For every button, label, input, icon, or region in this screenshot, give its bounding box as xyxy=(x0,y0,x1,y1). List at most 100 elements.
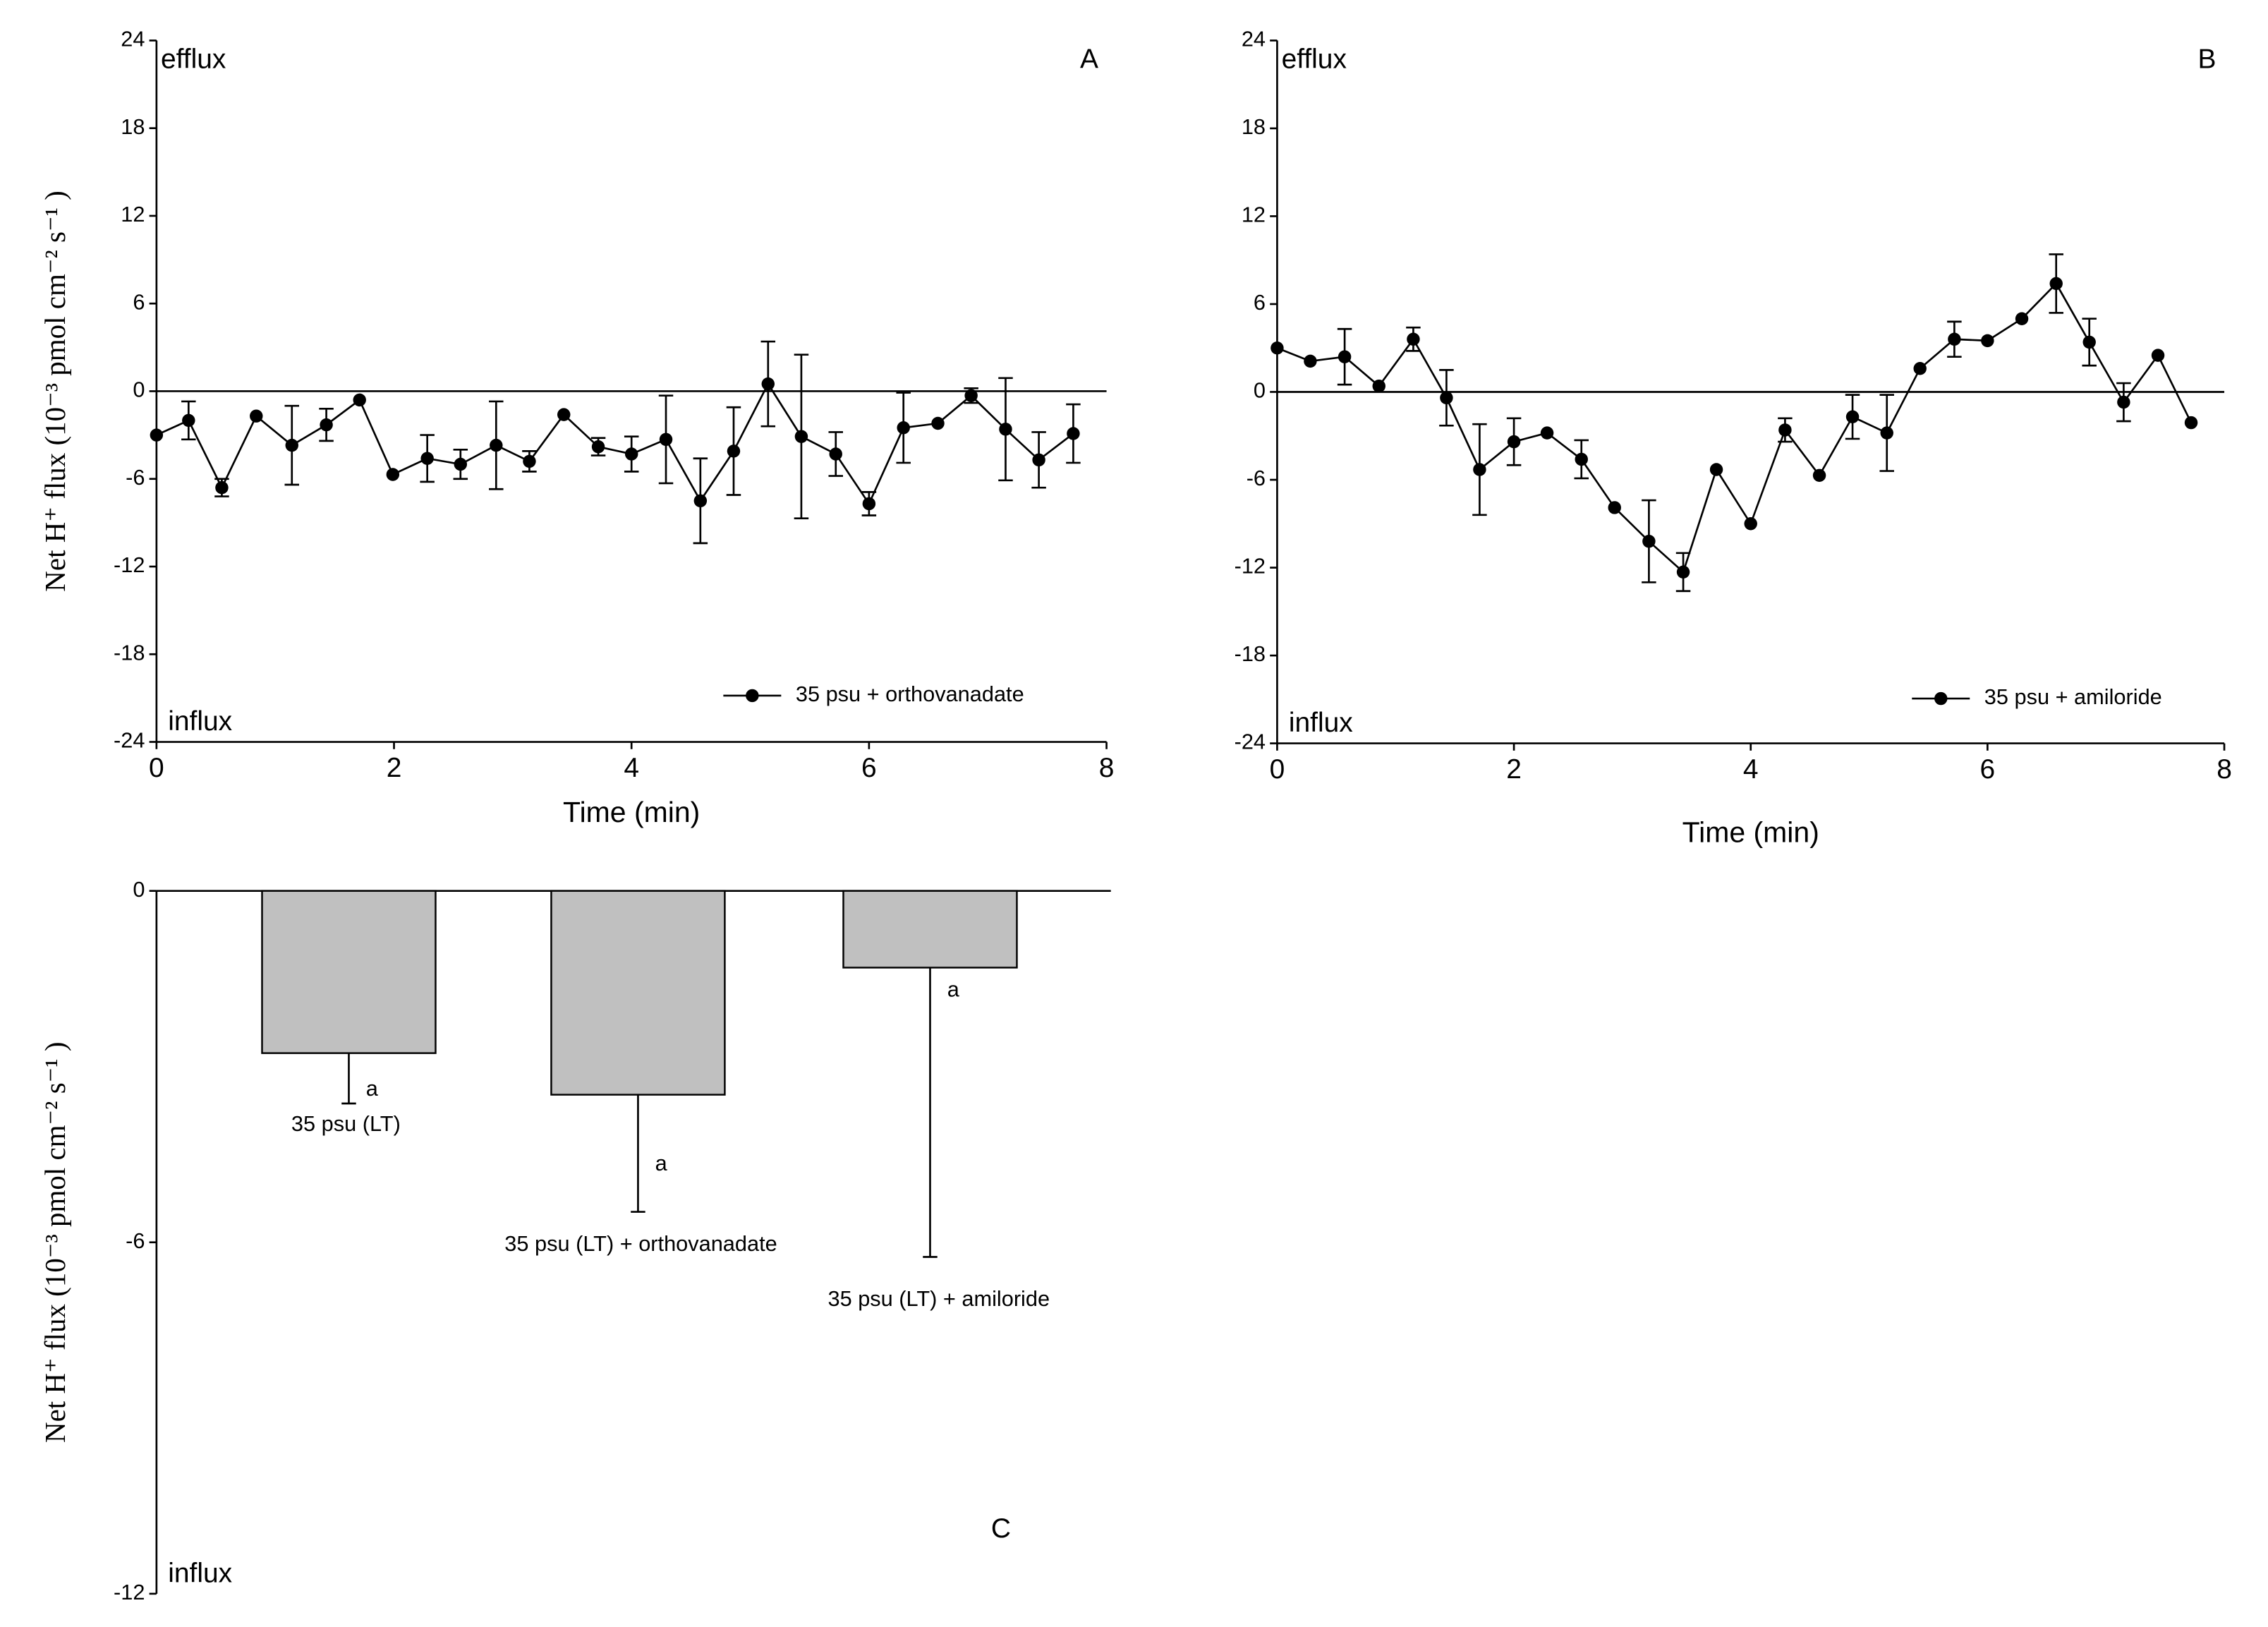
x-tick-label: 6 xyxy=(861,753,877,783)
annotation: efflux xyxy=(161,44,226,74)
data-point xyxy=(659,433,673,447)
data-point xyxy=(150,428,164,442)
y-axis-title: Net H⁺ flux (10⁻³ pmol cm⁻² s⁻¹ ) xyxy=(39,1042,71,1443)
legend-label: 35 psu + orthovanadate xyxy=(796,682,1024,706)
category-label: 35 psu (LT) + orthovanadate xyxy=(504,1231,777,1256)
annotation: influx xyxy=(168,1558,232,1588)
data-point xyxy=(1880,426,1893,440)
y-tick-label: 24 xyxy=(1242,27,1266,52)
data-point xyxy=(285,438,298,452)
panel-label: C xyxy=(991,1513,1011,1544)
data-point xyxy=(999,423,1012,436)
annotation: influx xyxy=(1289,708,1353,738)
data-point xyxy=(1778,423,1792,437)
data-point xyxy=(829,447,842,461)
category-label: 35 psu (LT) + amiloride xyxy=(827,1286,1050,1311)
data-point xyxy=(2082,335,2096,349)
data-point xyxy=(1407,332,1420,346)
data-point xyxy=(2015,312,2029,325)
data-point xyxy=(1709,463,1723,476)
legend-label: 35 psu + amiloride xyxy=(1984,684,2162,709)
data-point xyxy=(1338,350,1352,363)
data-point xyxy=(2049,277,2063,291)
x-tick-label: 0 xyxy=(1270,754,1285,785)
y-tick-label: 12 xyxy=(1242,202,1266,227)
data-point xyxy=(1540,426,1554,440)
x-tick-label: 4 xyxy=(624,753,639,783)
data-point xyxy=(557,408,571,421)
data-point xyxy=(1372,379,1385,393)
x-tick-label: 8 xyxy=(2217,754,2232,785)
y-tick-label: -12 xyxy=(1235,554,1266,579)
data-point xyxy=(794,430,808,443)
x-tick-label: 2 xyxy=(1506,754,1522,785)
x-axis-title: Time (min) xyxy=(563,796,700,828)
data-point xyxy=(693,494,708,508)
data-point xyxy=(2151,349,2165,362)
data-point xyxy=(454,457,468,471)
panel-label: A xyxy=(1080,44,1098,74)
x-tick-label: 2 xyxy=(387,753,402,783)
legend-marker xyxy=(1934,691,1948,706)
data-point xyxy=(1304,354,1317,368)
significance-label: a xyxy=(366,1076,379,1101)
data-point xyxy=(1845,410,1860,423)
category-label: 35 psu (LT) xyxy=(291,1111,401,1136)
y-tick-label: -12 xyxy=(114,1580,145,1604)
data-point xyxy=(1473,463,1486,476)
data-point xyxy=(1642,534,1656,548)
data-point xyxy=(215,480,229,495)
data-point xyxy=(761,377,775,391)
y-tick-label: -24 xyxy=(114,728,145,753)
x-axis-title: Time (min) xyxy=(1682,816,1819,849)
data-point xyxy=(1271,341,1284,355)
y-tick-label: -6 xyxy=(1247,466,1266,490)
data-point xyxy=(1744,517,1757,531)
data-point xyxy=(1913,362,1927,375)
data-point xyxy=(2184,416,2198,430)
data-point xyxy=(1948,332,1961,346)
x-tick-label: 6 xyxy=(1980,754,1996,785)
y-tick-label: 0 xyxy=(133,377,145,402)
data-point xyxy=(182,413,195,428)
y-tick-label: 18 xyxy=(1242,114,1266,139)
data-line xyxy=(156,382,1074,506)
data-point xyxy=(964,389,978,402)
x-tick-label: 4 xyxy=(1743,754,1759,785)
y-tick-label: -18 xyxy=(114,640,145,665)
data-point xyxy=(931,416,945,430)
data-point xyxy=(420,452,434,465)
y-tick-label: 0 xyxy=(1254,378,1266,403)
data-point xyxy=(1032,453,1045,467)
significance-label: a xyxy=(655,1151,668,1175)
data-line xyxy=(1276,282,2193,574)
data-point xyxy=(727,444,741,458)
data-point xyxy=(1575,452,1588,466)
data-point xyxy=(862,497,876,511)
y-tick-label: 24 xyxy=(121,27,145,52)
y-tick-label: -6 xyxy=(126,465,145,490)
y-tick-label: 18 xyxy=(121,114,145,139)
annotation: efflux xyxy=(1282,44,1347,74)
y-tick-label: -12 xyxy=(114,552,145,577)
data-point xyxy=(1812,468,1826,483)
data-point xyxy=(1676,565,1690,579)
data-point xyxy=(591,440,605,454)
data-point xyxy=(897,421,910,435)
annotation: influx xyxy=(168,706,232,737)
data-point xyxy=(490,438,503,452)
y-tick-label: -6 xyxy=(126,1228,145,1253)
y-tick-label: 0 xyxy=(133,877,145,902)
data-point xyxy=(2117,395,2130,409)
y-tick-label: 6 xyxy=(133,289,145,314)
data-point xyxy=(1981,334,1994,348)
x-tick-label: 0 xyxy=(149,753,164,783)
y-tick-label: -18 xyxy=(1235,641,1266,666)
y-tick-label: 12 xyxy=(121,202,145,226)
bar xyxy=(842,890,1018,969)
x-tick-label: 8 xyxy=(1099,753,1115,783)
data-point xyxy=(1067,427,1080,440)
panel-label: B xyxy=(2197,44,2216,74)
significance-label: a xyxy=(947,976,960,1001)
